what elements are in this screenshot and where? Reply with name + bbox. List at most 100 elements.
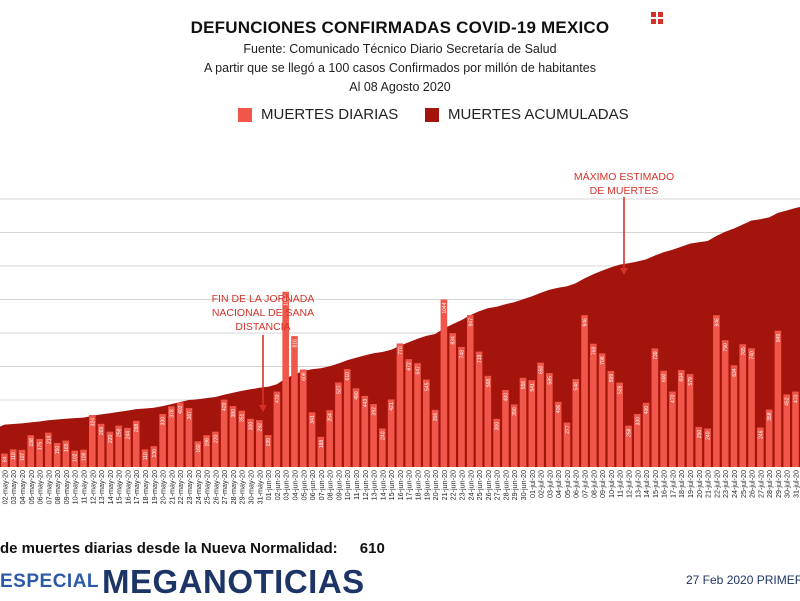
legend-swatch-daily: [238, 108, 252, 122]
date-tick-label: 12-may-20: [88, 470, 97, 504]
date-tick-label: 19-may-20: [150, 470, 159, 504]
date-tick-label: 30-jul-20: [783, 470, 792, 498]
bar-value-label: 834: [451, 336, 457, 345]
bar-value-label: 110: [11, 452, 17, 460]
bar-value-label: 579: [688, 377, 694, 386]
bar-value-label: 300: [249, 422, 255, 431]
bar-value-label: 739: [653, 351, 659, 360]
date-tick-label: 06-jul-20: [572, 470, 581, 498]
date-tick-label: 04-jun-20: [291, 470, 300, 500]
date-tick-label: 11-may-20: [80, 470, 89, 504]
date-tick-label: 31-may-20: [255, 470, 264, 504]
date-tick-label: 08-jul-20: [589, 470, 598, 498]
daily-bar: [300, 369, 307, 467]
chart-date: Al 08 Agosto 2020: [0, 80, 800, 94]
daily-bar: [652, 348, 659, 467]
date-tick-label: 16-may-20: [124, 470, 133, 504]
daily-bar: [599, 353, 606, 467]
daily-bar: [678, 370, 685, 467]
date-tick-label: 25-jun-20: [475, 470, 484, 500]
date-tick-label: 15-may-20: [115, 470, 124, 504]
chart-legend: MUERTES DIARIAS MUERTES ACUMULADAS: [0, 106, 800, 126]
date-tick-label: 14-jun-20: [378, 470, 387, 500]
date-tick-label: 13-jul-20: [633, 470, 642, 498]
bar-value-label: 947: [468, 318, 474, 327]
date-tick-label: 03-jun-20: [282, 470, 291, 500]
bar-value-label: 634: [732, 368, 738, 377]
bar-value-label: 421: [389, 402, 395, 411]
date-tick-label: 19-jun-20: [422, 470, 431, 500]
date-tick-label: 29-jun-20: [510, 470, 519, 500]
annotation-text: DE MUERTES: [590, 185, 659, 197]
bar-value-label: 490: [354, 391, 360, 400]
bar-value-label: 330: [161, 417, 167, 426]
daily-bar: [397, 343, 404, 467]
daily-bar: [335, 382, 342, 467]
date-tick-label: 11-jul-20: [616, 470, 625, 497]
daily-bar: [441, 299, 448, 467]
bar-value-label: 604: [679, 373, 685, 382]
date-tick-label: 23-jul-20: [721, 470, 730, 498]
date-tick-label: 09-jul-20: [598, 470, 607, 498]
bar-value-label: 367: [187, 411, 193, 420]
daily-bar: [344, 369, 351, 467]
legend-item-cumulative: MUERTES ACUMULADAS: [425, 106, 629, 123]
bar-value-label: 708: [600, 356, 606, 365]
date-tick-label: 20-may-20: [159, 470, 168, 504]
brand-logo: MEGANOTICIAS: [102, 563, 365, 601]
date-tick-label: 14-jul-20: [642, 470, 651, 498]
bar-value-label: 650: [539, 365, 545, 374]
date-tick-label: 09-may-20: [62, 470, 71, 504]
date-tick-label: 21-may-20: [167, 470, 176, 504]
annotation-text: NACIONAL DE SANA: [212, 307, 314, 319]
bar-value-label: 150: [55, 446, 61, 455]
date-tick-label: 14-may-20: [106, 470, 115, 504]
date-tick-label: 23-jun-20: [458, 470, 467, 500]
daily-bar: [572, 379, 579, 467]
date-tick-label: 25-jul-20: [739, 470, 748, 498]
date-tick-label: 06-jun-20: [308, 470, 317, 500]
bar-value-label: 600: [662, 373, 668, 382]
daily-bar: [537, 363, 544, 467]
daily-bar: [713, 315, 720, 467]
bar-value-label: 198: [205, 438, 211, 447]
daily-bar: [458, 347, 465, 467]
daily-bar: [423, 380, 430, 467]
date-tick-label: 31-jul-20: [792, 470, 800, 498]
broadcast-date: 27 Feb 2020 PRIMER: [686, 573, 800, 587]
daily-bar: [660, 371, 667, 467]
date-tick-label: 01-jun-20: [264, 470, 273, 500]
grid-menu-icon[interactable]: [651, 12, 664, 25]
daily-bar: [529, 380, 536, 467]
bar-value-label: 452: [785, 397, 791, 406]
date-tick-label: 13-jun-20: [370, 470, 379, 500]
legend-label-cumulative: MUERTES ACUMULADAS: [448, 106, 629, 123]
bar-value-label: 420: [222, 402, 228, 411]
annotation-text: DISTANCIA: [235, 321, 290, 333]
daily-bar: [739, 344, 746, 467]
daily-bar: [476, 352, 483, 467]
bar-value-label: 324: [90, 418, 96, 427]
date-tick-label: 03-may-20: [9, 470, 18, 504]
date-tick-label: 18-jun-20: [414, 470, 423, 500]
date-tick-label: 20-jun-20: [431, 470, 440, 500]
date-tick-label: 18-may-20: [141, 470, 150, 504]
bar-value-label: 258: [627, 428, 633, 437]
bar-value-label: 220: [108, 434, 114, 443]
bar-value-label: 110: [143, 452, 149, 460]
bar-value-label: 748: [460, 350, 466, 359]
annotation-text: FIN DE LA JORNADA: [212, 293, 315, 305]
date-tick-label: 08-jun-20: [326, 470, 335, 500]
daily-bar: [775, 331, 782, 467]
date-tick-label: 19-jul-20: [686, 470, 695, 498]
date-tick-label: 10-jul-20: [607, 470, 616, 498]
bar-value-label: 541: [530, 383, 536, 392]
date-tick-label: 02-jun-20: [273, 470, 282, 500]
date-tick-label: 08-may-20: [53, 470, 62, 504]
daily-bar: [449, 333, 456, 467]
bar-value-label: 768: [591, 347, 597, 356]
date-tick-label: 21-jul-20: [704, 470, 713, 498]
bar-value-label: 470: [275, 394, 281, 403]
date-tick-label: 10-jun-20: [343, 470, 352, 500]
bar-value-label: 400: [644, 406, 650, 415]
